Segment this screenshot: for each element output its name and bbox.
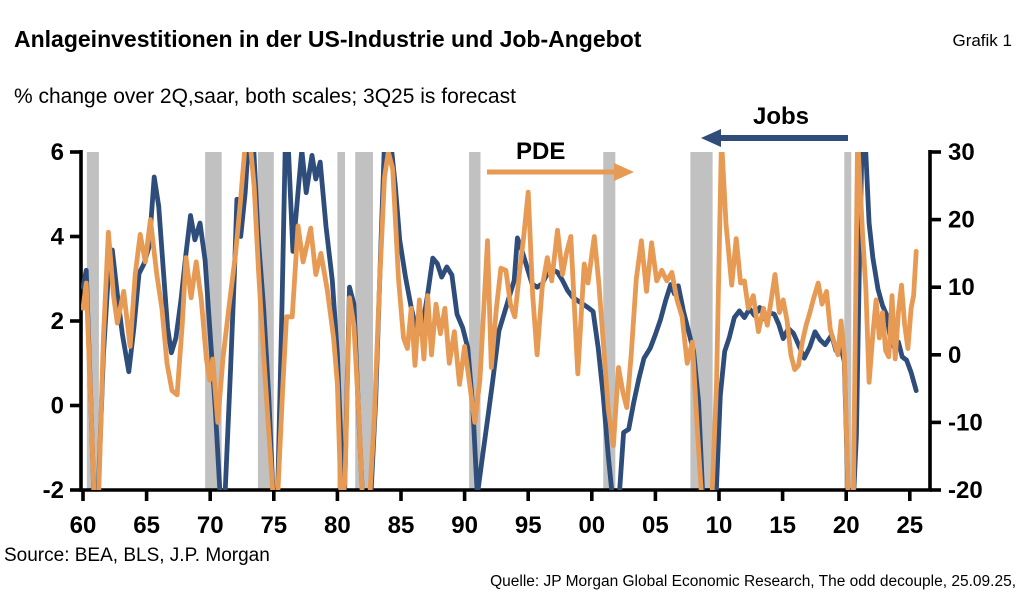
right-axis-tick-label: -10 xyxy=(948,409,983,436)
x-axis-tick-label: 65 xyxy=(133,512,160,539)
right-axis-tick-label: 30 xyxy=(948,139,975,166)
left-axis-tick-label: 4 xyxy=(51,224,65,251)
x-axis-tick-label: 05 xyxy=(642,512,669,539)
x-axis-tick-label: 80 xyxy=(324,512,351,539)
figure-number-label: Grafik 1 xyxy=(952,31,1012,50)
x-axis-tick-label: 90 xyxy=(451,512,478,539)
recession-band xyxy=(469,152,481,490)
x-axis-tick-label: 70 xyxy=(197,512,224,539)
pde-arrow-head xyxy=(614,163,634,181)
right-axis-tick-label: -20 xyxy=(948,477,983,504)
left-axis-tick-label: 6 xyxy=(51,139,64,166)
x-axis-tick-label: 60 xyxy=(70,512,97,539)
jobs-arrow-head xyxy=(701,129,721,147)
x-axis-tick-label: 75 xyxy=(260,512,287,539)
recession-band xyxy=(337,152,346,490)
right-axis-tick-label: 20 xyxy=(948,207,975,234)
right-axis-tick-label: 10 xyxy=(948,274,975,301)
quelle-note: Quelle: JP Morgan Global Economic Resear… xyxy=(490,573,1016,590)
chart-title: Anlageinvestitionen in der US-Industrie … xyxy=(14,26,642,52)
x-axis-tick-label: 20 xyxy=(833,512,860,539)
x-axis-tick-label: 25 xyxy=(896,512,923,539)
right-axis-tick-label: 0 xyxy=(948,342,961,369)
x-axis-tick-label: 10 xyxy=(706,512,733,539)
x-axis-tick-label: 85 xyxy=(388,512,415,539)
x-axis-tick-label: 95 xyxy=(515,512,542,539)
left-axis-tick-label: -2 xyxy=(43,477,64,504)
pde-series-label: PDE xyxy=(516,138,566,165)
jobs-series-label: Jobs xyxy=(753,103,810,130)
source-note: Source: BEA, BLS, J.P. Morgan xyxy=(4,545,270,566)
recession-band xyxy=(844,152,852,490)
x-axis-tick-label: 15 xyxy=(769,512,796,539)
pde-line xyxy=(81,152,919,490)
left-axis-tick-label: 2 xyxy=(51,308,64,335)
chart-subtitle: % change over 2Q,saar, both scales; 3Q25… xyxy=(14,85,516,108)
left-axis-tick-label: 0 xyxy=(51,393,64,420)
x-axis-tick-label: 00 xyxy=(578,512,605,539)
